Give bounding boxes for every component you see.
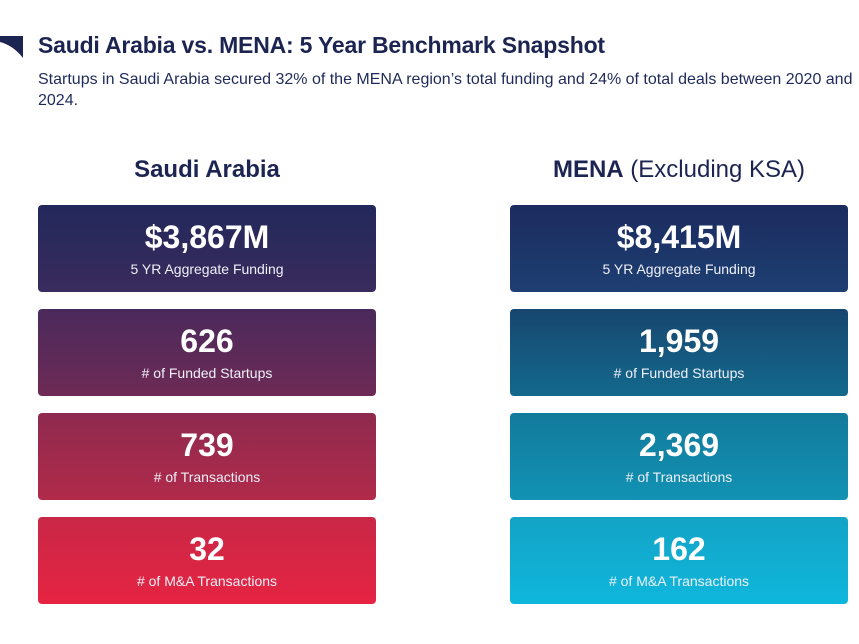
metric-value: $8,415M (616, 219, 742, 255)
metric-label: # of M&A Transactions (136, 573, 278, 589)
column-heading-saudi-arabia: Saudi Arabia (38, 156, 376, 184)
metric-label: 5 YR Aggregate Funding (602, 261, 756, 277)
metric-value: 626 (180, 323, 234, 359)
metric-value: 739 (180, 427, 234, 463)
metric-label: # of M&A Transactions (608, 573, 750, 589)
column-heading-mena-bold: MENA (552, 156, 624, 183)
ksa-transactions-card: 739 # of Transactions (38, 413, 376, 500)
page-title: Saudi Arabia vs. MENA: 5 Year Benchmark … (38, 32, 605, 58)
column-heading-saudi-arabia-text: Saudi Arabia (134, 156, 280, 183)
metric-value: $3,867M (144, 219, 270, 255)
metric-value: 1,959 (638, 323, 720, 359)
ksa-ma-transactions-card: 32 # of M&A Transactions (38, 517, 376, 604)
ksa-aggregate-funding-card: $3,867M 5 YR Aggregate Funding (38, 205, 376, 292)
mena-aggregate-funding-card: $8,415M 5 YR Aggregate Funding (510, 205, 848, 292)
metric-label: # of Transactions (153, 469, 261, 485)
metric-value: 32 (189, 531, 225, 567)
ksa-funded-startups-card: 626 # of Funded Startups (38, 309, 376, 396)
metric-value: 162 (652, 531, 706, 567)
title-accent-icon (0, 36, 23, 58)
metric-label: 5 YR Aggregate Funding (130, 261, 284, 277)
column-heading-mena-qualifier: (Excluding KSA) (623, 156, 806, 183)
mena-transactions-card: 2,369 # of Transactions (510, 413, 848, 500)
metric-label: # of Funded Startups (613, 365, 745, 381)
metric-label: # of Funded Startups (141, 365, 273, 381)
page-subtitle: Startups in Saudi Arabia secured 32% of … (38, 71, 853, 109)
column-heading-mena: MENA (Excluding KSA) (510, 156, 848, 184)
metric-value: 2,369 (638, 427, 720, 463)
metric-label: # of Transactions (625, 469, 733, 485)
mena-funded-startups-card: 1,959 # of Funded Startups (510, 309, 848, 396)
mena-ma-transactions-card: 162 # of M&A Transactions (510, 517, 848, 604)
